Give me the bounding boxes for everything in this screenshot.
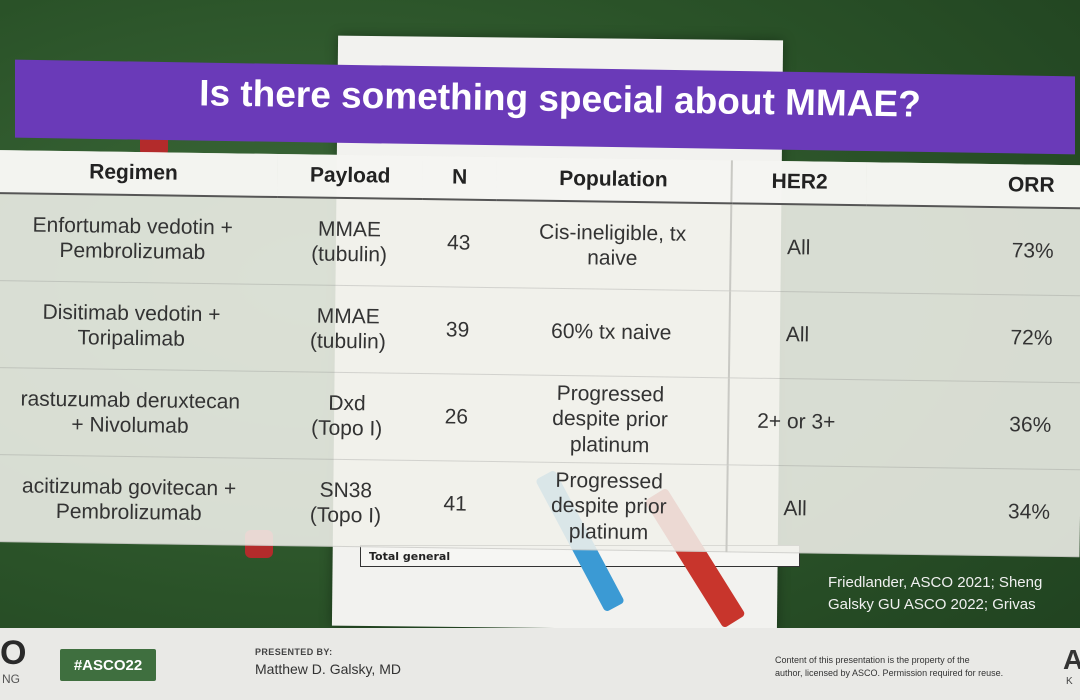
n-cell: 39 bbox=[420, 286, 495, 375]
regimen-cell: rastuzumab deruxtecan + Nivolumab bbox=[0, 367, 275, 459]
her2-cell: All bbox=[726, 464, 863, 554]
asco-logo-subtext: NG bbox=[2, 672, 20, 686]
population-cell: Progressed despite prior platinum bbox=[492, 374, 729, 465]
population-cell: Progressed despite prior platinum bbox=[491, 461, 728, 552]
orr-cell: 73% bbox=[865, 205, 1080, 296]
citation-line: Galsky GU ASCO 2022; Grivas bbox=[828, 596, 1036, 613]
orr-cell: 36% bbox=[862, 379, 1080, 470]
her2-cell: All bbox=[730, 203, 867, 293]
asco-logo-fragment: O bbox=[0, 634, 27, 672]
presented-by-label: PRESENTED BY: bbox=[255, 647, 333, 657]
citation: Friedlander, ASCO 2021; Sheng Galsky GU … bbox=[828, 572, 1080, 616]
regimen-table: Regimen Payload N Population HER2 ORR En… bbox=[0, 150, 1080, 558]
payload-cell: Dxd (Topo I) bbox=[273, 371, 421, 461]
regimen-cell: acitizumab govitecan + Pembrolizumab bbox=[0, 454, 274, 546]
hashtag-badge: #ASCO22 bbox=[60, 649, 156, 681]
slide-footer bbox=[0, 628, 1080, 700]
table-row: Disitimab vedotin + Toripalimab MMAE (tubu… bbox=[0, 280, 1080, 383]
n-cell: 26 bbox=[419, 373, 494, 462]
header-regimen: Regimen bbox=[0, 150, 278, 198]
header-population: Population bbox=[495, 157, 732, 204]
orr-cell: 34% bbox=[861, 466, 1080, 557]
right-logo-fragment: A bbox=[1063, 644, 1080, 675]
regimen-cell: Enfortumab vedotin + Pembrolizumab bbox=[0, 192, 277, 285]
right-logo-subtext: K bbox=[1066, 676, 1073, 687]
orr-cell: 72% bbox=[864, 292, 1080, 383]
table-row: Enfortumab vedotin + Pembrolizumab MMAE (t… bbox=[0, 192, 1080, 296]
her2-cell: All bbox=[728, 290, 866, 380]
n-cell: 43 bbox=[421, 199, 496, 288]
copyright-notice: Content of this presentation is the prop… bbox=[775, 655, 1004, 678]
header-her2: HER2 bbox=[731, 160, 868, 206]
table-row: acitizumab govitecan + Pembrolizumab SN38… bbox=[0, 454, 1080, 557]
regimen-cell: Disitimab vedotin + Toripalimab bbox=[0, 280, 276, 372]
header-orr: ORR bbox=[866, 162, 1080, 209]
her2-cell: 2+ or 3+ bbox=[727, 377, 865, 467]
citation-line: Friedlander, ASCO 2021; Sheng bbox=[828, 574, 1043, 591]
payload-cell: MMAE (tubulin) bbox=[274, 284, 422, 374]
population-cell: Cis-ineligible, tx naive bbox=[494, 200, 732, 291]
header-n: N bbox=[422, 156, 497, 201]
table-row: rastuzumab deruxtecan + Nivolumab Dxd (Top… bbox=[0, 367, 1080, 470]
payload-cell: MMAE (tubulin) bbox=[275, 197, 423, 287]
n-cell: 41 bbox=[417, 460, 493, 549]
payload-cell: SN38 (Topo I) bbox=[272, 458, 420, 548]
population-cell: 60% tx naive bbox=[493, 287, 731, 378]
presenter-name: Matthew D. Galsky, MD bbox=[255, 661, 401, 677]
header-payload: Payload bbox=[276, 154, 424, 200]
